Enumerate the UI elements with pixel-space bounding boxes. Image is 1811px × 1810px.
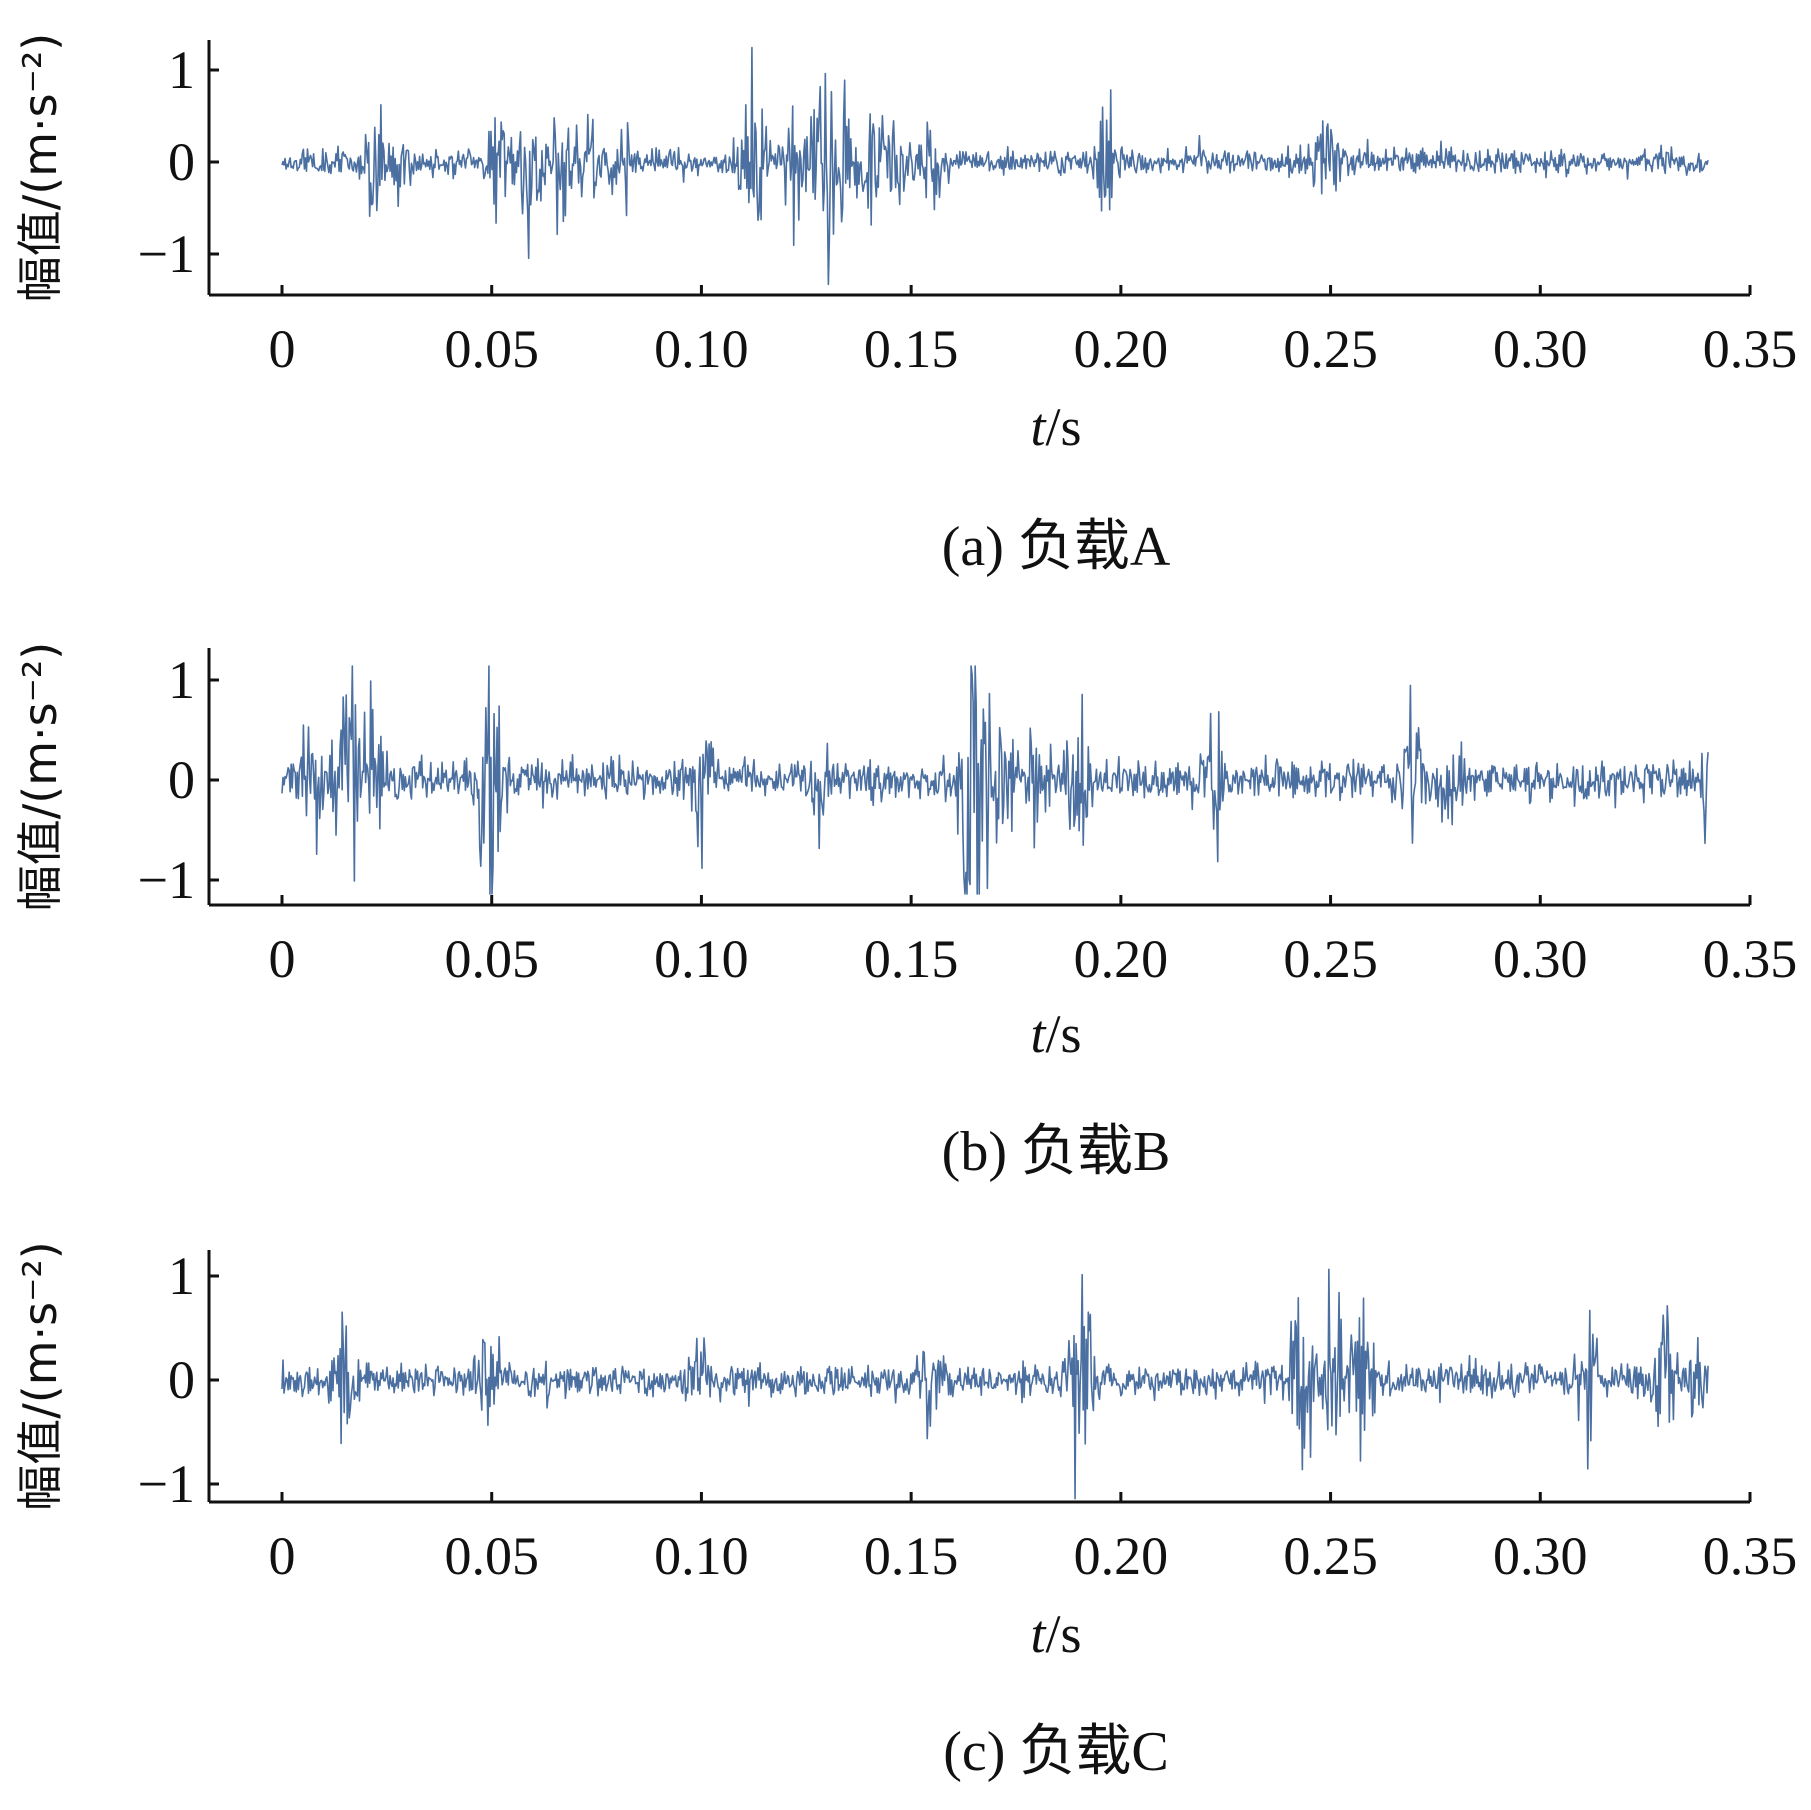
x-tick-label: 0 [269,929,296,989]
y-tick-label: −1 [138,1454,195,1514]
panel-caption: (b) 负载B [942,1121,1171,1183]
x-tick-label: 0.25 [1283,929,1378,989]
x-tick-label: 0.10 [654,319,749,379]
x-tick-label: 0.20 [1074,319,1169,379]
signal-series-line [281,46,1709,286]
y-tick-label: −1 [138,224,195,284]
y-tick-label: 1 [168,650,195,710]
x-tick-label: 0.05 [444,929,539,989]
y-tick-label: 0 [168,750,195,810]
chart-panel-3: 0 0.05 0.10 0.15 0.20 0.25 0.30 0.35 1 0 −1 幅值/(m·s… [13,1241,1797,1783]
y-axis-label: 幅值/(m·s⁻²) [13,33,67,303]
y-tick-label: −1 [138,850,195,910]
y-tick-label: 1 [168,1246,195,1306]
chart-panel-1: 0 0.05 0.10 0.15 0.20 0.25 0.30 0.35 1 0 −1 幅值/(m·s… [13,33,1797,578]
y-axis-label: 幅值/(m·s⁻²) [13,1241,67,1511]
x-tick-label: 0.10 [654,1526,749,1586]
x-tick-label: 0 [269,1526,296,1586]
x-axis-label: t/s [1030,1004,1081,1064]
panel-caption: (a) 负载A [942,516,1171,578]
x-tick-label: 0.35 [1703,319,1798,379]
y-axis-label: 幅值/(m·s⁻²) [13,642,67,912]
x-axis-label: t/s [1030,397,1081,457]
x-tick-label: 0.05 [444,1526,539,1586]
x-tick-label: 0 [269,319,296,379]
x-tick-label: 0.20 [1074,929,1169,989]
x-tick-label: 0.15 [864,1526,959,1586]
x-tick-label: 0.35 [1703,929,1798,989]
signal-series-line [281,665,1709,895]
x-tick-label: 0.15 [864,319,959,379]
x-tick-label: 0.25 [1283,1526,1378,1586]
x-axis-label: t/s [1030,1604,1081,1664]
x-tick-label: 0.30 [1493,1526,1588,1586]
x-tick-label: 0.30 [1493,319,1588,379]
y-tick-label: 0 [168,132,195,192]
chart-panel-2: 0 0.05 0.10 0.15 0.20 0.25 0.30 0.35 1 0 −1 幅值/(m·s… [13,642,1797,1183]
y-tick-label: 0 [168,1350,195,1410]
panel-caption: (c) 负载C [943,1721,1169,1783]
x-tick-label: 0.35 [1703,1526,1798,1586]
x-tick-label: 0.25 [1283,319,1378,379]
x-tick-label: 0.20 [1074,1526,1169,1586]
signal-series-line [281,1268,1709,1500]
y-tick-label: 1 [168,40,195,100]
x-tick-label: 0.15 [864,929,959,989]
x-tick-label: 0.10 [654,929,749,989]
x-tick-label: 0.30 [1493,929,1588,989]
x-tick-label: 0.05 [444,319,539,379]
